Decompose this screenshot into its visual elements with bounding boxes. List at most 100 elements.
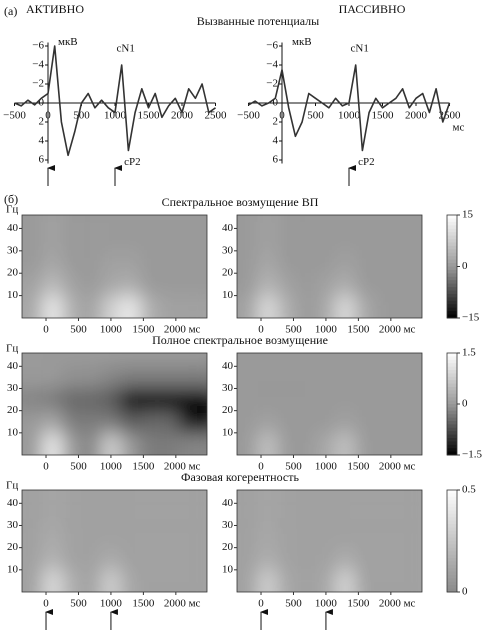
heatmap-cell (316, 490, 336, 504)
heatmap-cell (179, 432, 207, 455)
heatmap-cell (101, 228, 121, 251)
colorbar-step (447, 393, 457, 398)
colorbar-step (447, 304, 457, 309)
y-tick-label: 2 (273, 116, 279, 128)
heatmap-cell (81, 410, 102, 433)
heatmap-cell (237, 503, 258, 526)
heatmap-cell (140, 250, 160, 274)
heatmap-cell (81, 295, 102, 318)
x-tick-label: 500 (73, 110, 90, 122)
colorbar-step (447, 441, 457, 446)
heatmap-cell (237, 410, 258, 433)
heatmap-cell (316, 215, 336, 229)
heatmap-cell (140, 295, 160, 318)
x-tick-label: 2000 мс (164, 461, 201, 473)
colorbar-step (447, 520, 457, 525)
heatmap-cell (62, 525, 82, 548)
colorbar-step (447, 507, 457, 511)
heatmap (22, 215, 207, 318)
heatmap-cell (355, 525, 375, 548)
heatmap-cell (374, 410, 395, 433)
heatmap-cell (237, 388, 258, 411)
heatmap-cell (355, 490, 375, 504)
heatmap-cell (159, 273, 180, 296)
heatmap-cell (316, 250, 336, 274)
colorbar-step (447, 359, 457, 364)
x-unit: мс (453, 122, 465, 134)
heatmap-cells (22, 353, 207, 455)
colorbar-step (447, 581, 457, 586)
colorbar-step (447, 444, 457, 449)
heatmap-cell (394, 215, 422, 229)
heatmap-cell (316, 273, 336, 296)
y-tick-label: 4 (273, 135, 279, 147)
heatmap-cell (120, 525, 141, 548)
heatmap-cell (316, 388, 336, 411)
heatmap-cell (394, 366, 422, 389)
x-tick-label: 1500 (132, 324, 155, 336)
y-tick-label: 40 (222, 497, 234, 509)
x-tick-label: 1500 (347, 461, 370, 473)
y-tick-label: 20 (7, 541, 19, 553)
heatmap-cell (42, 547, 63, 570)
heatmap-cell (277, 388, 297, 411)
heatmap-cell (374, 273, 395, 296)
frame (21, 489, 208, 593)
heatmap-cell (120, 547, 141, 570)
erp-title: Вызванные потенциалы (197, 14, 319, 28)
colorbar-step (447, 366, 457, 371)
heatmap-cell (22, 569, 43, 592)
heatmap-cell (257, 215, 278, 229)
heatmap-cell (81, 215, 102, 229)
heatmap-cell (140, 490, 160, 504)
heatmap-cell (62, 503, 82, 526)
heatmap-cell (101, 525, 121, 548)
x-tick-label: 2000 мс (379, 598, 416, 610)
heatmap-cell (316, 410, 336, 433)
heatmap-cell (159, 547, 180, 570)
heatmap-cell (22, 295, 43, 318)
heatmap-cell (140, 388, 160, 411)
heatmap-cell (257, 295, 278, 318)
heatmap-cell (394, 250, 422, 274)
colorbar-step (447, 311, 457, 316)
annotation: cN1 (117, 43, 135, 55)
y-tick-label: 20 (222, 404, 234, 416)
colorbar-label: −15 (462, 312, 480, 324)
x-tick-label: 0 (258, 324, 264, 336)
heatmap-cell (335, 388, 356, 411)
y-tick-label: 30 (222, 244, 234, 256)
y-tick-label: 6 (273, 154, 279, 166)
heatmap-cell (374, 503, 395, 526)
x-tick-label: 0 (258, 461, 264, 473)
heatmap-cells (237, 353, 422, 455)
heatmap-cell (159, 388, 180, 411)
heatmap-cell (335, 353, 356, 367)
heatmap-cell (257, 273, 278, 296)
heatmap-cell (335, 273, 356, 296)
heatmap-cell (237, 250, 258, 274)
heatmap-cell (179, 569, 207, 592)
heatmap-cell (62, 366, 82, 389)
heatmap-cell (179, 250, 207, 274)
heatmap-cell (120, 503, 141, 526)
colorbar-step (447, 300, 457, 305)
heatmap-cell (22, 366, 43, 389)
colorbar-step (447, 232, 457, 237)
colorbar-step (447, 534, 457, 539)
heatmap (237, 215, 422, 318)
y-tick-label: −6 (32, 40, 44, 52)
heatmap-cell (277, 366, 297, 389)
colorbar-step (447, 427, 457, 432)
colorbar-step (447, 417, 457, 422)
colorbar-step (447, 400, 457, 405)
heatmap-cell (120, 273, 141, 296)
colorbar-step (447, 438, 457, 442)
colorbar-step (447, 228, 457, 233)
heatmap-cell (159, 250, 180, 274)
heatmap-cell (179, 273, 207, 296)
heatmap-cell (159, 432, 180, 455)
colorbar-step (447, 561, 457, 566)
colorbar-step (447, 280, 457, 285)
heatmap-cell (179, 410, 207, 433)
